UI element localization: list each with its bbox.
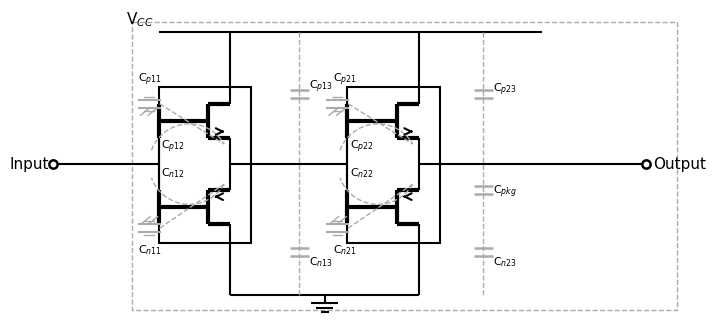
Text: C$_{n21}$: C$_{n21}$ bbox=[333, 244, 357, 257]
Text: C$_{p22}$: C$_{p22}$ bbox=[350, 138, 374, 155]
Text: C$_{p21}$: C$_{p21}$ bbox=[333, 72, 357, 88]
Text: Output: Output bbox=[654, 157, 706, 172]
Text: C$_{p13}$: C$_{p13}$ bbox=[309, 78, 333, 95]
Text: V$_{CC}$: V$_{CC}$ bbox=[127, 10, 154, 29]
Text: C$_{n23}$: C$_{n23}$ bbox=[493, 255, 517, 269]
Text: C$_{n11}$: C$_{n11}$ bbox=[137, 244, 162, 257]
Text: C$_{p23}$: C$_{p23}$ bbox=[493, 81, 517, 98]
Bar bbox=[159, 87, 252, 243]
Text: C$_{p12}$: C$_{p12}$ bbox=[162, 138, 185, 155]
Text: C$_{pkg}$: C$_{pkg}$ bbox=[493, 184, 517, 200]
Text: C$_{n22}$: C$_{n22}$ bbox=[350, 166, 374, 180]
Text: C$_{p11}$: C$_{p11}$ bbox=[137, 72, 162, 88]
Text: C$_{n12}$: C$_{n12}$ bbox=[162, 166, 185, 180]
Text: C$_{n13}$: C$_{n13}$ bbox=[309, 255, 333, 269]
Bar bbox=[347, 87, 440, 243]
Text: Input: Input bbox=[9, 157, 49, 172]
Bar bbox=[132, 23, 677, 309]
